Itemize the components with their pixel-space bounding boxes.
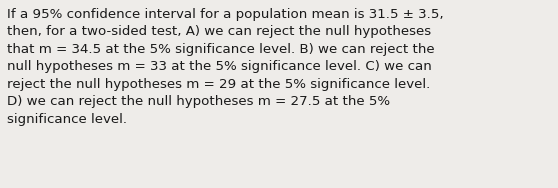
Text: If a 95% confidence interval for a population mean is 31.5 ± 3.5,
then, for a tw: If a 95% confidence interval for a popul… <box>7 8 444 126</box>
